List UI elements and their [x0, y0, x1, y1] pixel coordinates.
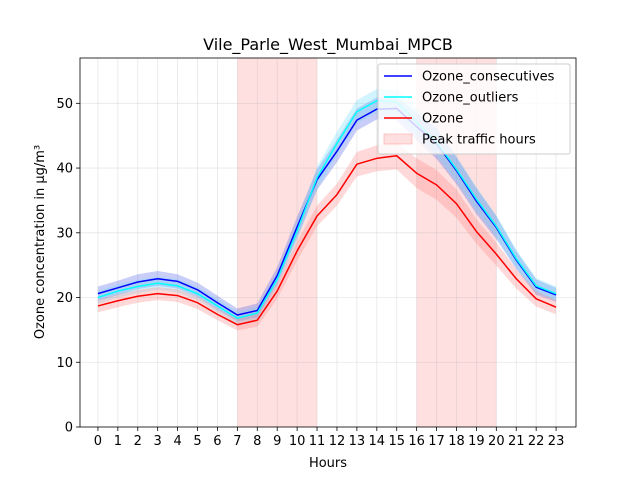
legend-label-ozone-outliers: Ozone_outliers	[422, 91, 519, 106]
x-tick-label-7: 7	[233, 434, 241, 449]
series-line-ozone	[97, 155, 557, 326]
x-tick-label-4: 4	[173, 434, 181, 449]
x-tick-label-20: 20	[488, 434, 505, 449]
x-tick-label-1: 1	[114, 434, 122, 449]
x-tick-label-14: 14	[369, 434, 386, 449]
legend-label-peak-traffic-hours: Peak traffic hours	[422, 133, 536, 148]
x-tick-label-5: 5	[193, 434, 201, 449]
x-tick-label-0: 0	[94, 434, 102, 449]
y-tick-label-0: 0	[65, 421, 73, 436]
x-tick-label-9: 9	[273, 434, 281, 449]
x-tick-label-12: 12	[329, 434, 346, 449]
y-tick-label-3: 30	[56, 226, 73, 241]
x-tick-label-19: 19	[468, 434, 485, 449]
x-tick-label-16: 16	[408, 434, 425, 449]
x-axis-label: Hours	[309, 456, 347, 471]
x-tick-label-18: 18	[448, 434, 465, 449]
legend-label-ozone: Ozone	[422, 112, 463, 127]
peak-traffic-region-0	[237, 58, 318, 427]
y-tick-label-2: 20	[56, 291, 73, 306]
x-tick-label-11: 11	[309, 434, 326, 449]
x-tick-label-15: 15	[388, 434, 405, 449]
x-tick-label-10: 10	[289, 434, 306, 449]
x-tick-label-23: 23	[548, 434, 565, 449]
series-line-ozone-consecutives	[97, 107, 557, 316]
y-tick-label-4: 40	[56, 162, 73, 177]
x-tick-label-3: 3	[154, 434, 162, 449]
x-tick-label-21: 21	[508, 434, 525, 449]
y-tick-label-1: 10	[56, 356, 73, 371]
axes-frame	[79, 57, 577, 428]
y-axis-label: Ozone concentration in µg/m³	[33, 145, 48, 339]
x-tick-label-8: 8	[253, 434, 261, 449]
x-tick-label-22: 22	[528, 434, 545, 449]
y-tick-label-5: 50	[56, 97, 73, 112]
x-tick-label-13: 13	[349, 434, 366, 449]
legend: Ozone_consecutives Ozone_outliers Ozone Pea…	[377, 63, 571, 155]
chart-title: Vile_Parle_West_Mumbai_MPCB	[203, 35, 453, 55]
x-tick-label-6: 6	[213, 434, 221, 449]
x-tick-label-2: 2	[134, 434, 142, 449]
legend-box	[377, 63, 571, 155]
series-line-ozone-outliers	[97, 99, 557, 319]
legend-label-ozone-consecutives: Ozone_consecutives	[422, 70, 555, 85]
x-tick-label-17: 17	[428, 434, 445, 449]
legend-swatch-peak-traffic-hours	[383, 133, 413, 145]
